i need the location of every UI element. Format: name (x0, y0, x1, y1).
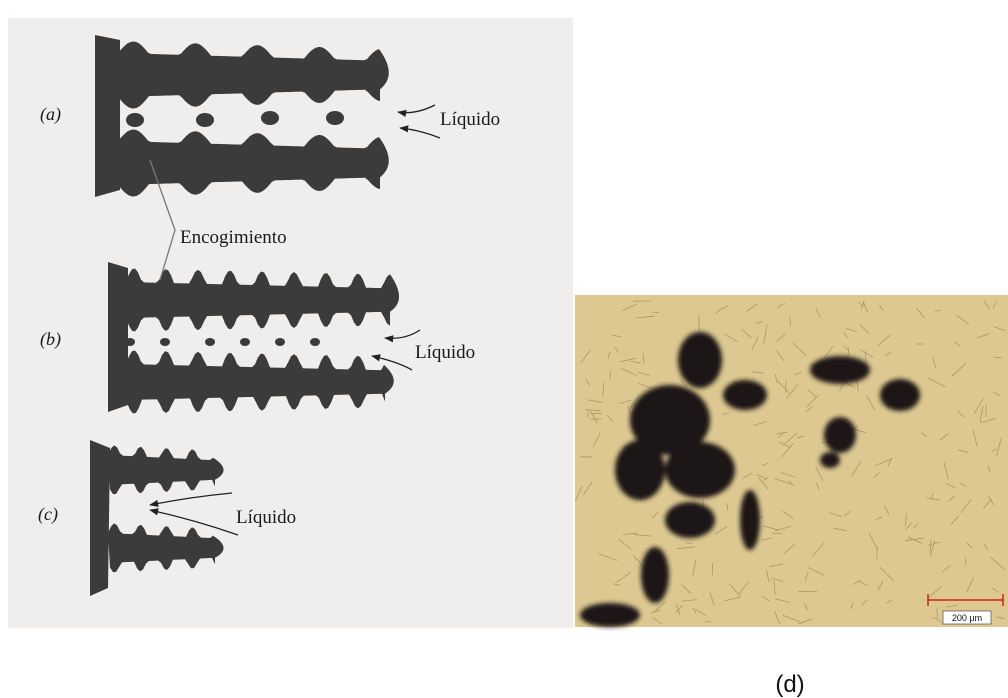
panel-label: (c) (38, 504, 58, 525)
dendrite-trunk (95, 35, 120, 197)
figure: (a) Líquido Encogimiento (b) Líquido (c)… (0, 0, 1008, 698)
liquid-label: Líquido (415, 342, 475, 363)
pore (126, 113, 144, 127)
pore (310, 338, 320, 346)
dendrite-trunk (108, 262, 128, 412)
liquid-label: Líquido (236, 507, 296, 528)
panel-label: (b) (40, 329, 61, 350)
pore (205, 338, 215, 346)
pore (240, 338, 250, 346)
pore (261, 111, 279, 125)
pore (196, 113, 214, 127)
micrograph: 200 µm (575, 295, 1008, 627)
page: {"panels": [ {"label": "(a)", "liquid": … (0, 0, 1008, 698)
scale-bar-label: 200 µm (952, 613, 982, 623)
panel-label: (d) (775, 671, 804, 698)
panel-label: (a) (40, 104, 61, 125)
pore (326, 111, 344, 125)
pore (160, 338, 170, 346)
liquid-label: Líquido (440, 109, 500, 130)
shrinkage-label: Encogimiento (180, 227, 287, 248)
pore (275, 338, 285, 346)
dendrite-trunk (90, 440, 110, 596)
pore (125, 338, 135, 346)
dendrite-arm (126, 268, 399, 331)
